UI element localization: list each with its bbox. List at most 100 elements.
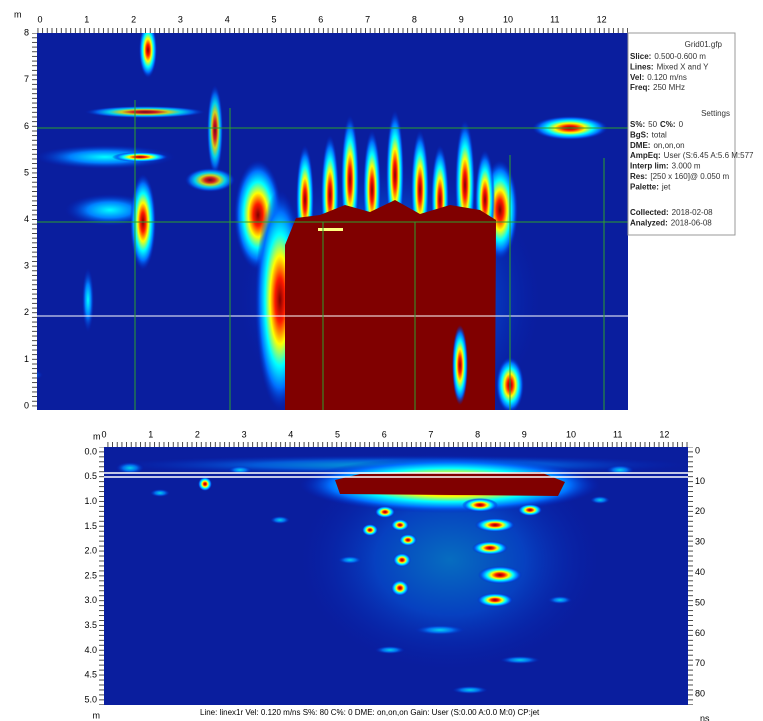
depth-tick-label: 4.5	[84, 670, 97, 680]
screen: m Grid01.gfp Settings Slice:0.500-0.600 …	[0, 0, 763, 721]
info-line: Collected:2018-02-08	[630, 208, 713, 217]
info-value: on,on,on	[653, 141, 684, 150]
x-tick-label: 1	[148, 429, 153, 439]
tick-strip	[688, 447, 693, 705]
y-tick-label: 5	[24, 167, 29, 177]
file-name: Grid01.gfp	[685, 40, 723, 49]
profile-image	[104, 447, 690, 705]
info-value: 0.500-0.600 m	[654, 52, 706, 61]
tick-strip	[99, 447, 104, 705]
info-line: Vel:0.120 m/ns	[630, 73, 687, 82]
unit-label: m	[93, 431, 101, 441]
time-tick-label: 40	[695, 567, 705, 577]
y-tick-label: 3	[24, 261, 29, 271]
x-tick-label: 3	[242, 429, 247, 439]
depth-tick-label: 0.5	[84, 471, 97, 481]
info-label: Collected:	[630, 208, 669, 217]
info-label: Res:	[630, 172, 647, 181]
info-line: Analyzed:2018-06-08	[630, 219, 712, 228]
info-line: Lines:Mixed X and Y	[630, 63, 709, 72]
info-value: 2018-02-08	[672, 208, 713, 217]
x-tick-label: 12	[659, 429, 669, 439]
info-label: Analyzed:	[630, 219, 668, 228]
info-panel: Grid01.gfp Settings Slice:0.500-0.600 mL…	[628, 33, 754, 235]
x-tick-label: 6	[318, 14, 323, 24]
info-value: total	[652, 131, 667, 140]
tick-strip	[37, 28, 628, 33]
time-tick-label: 30	[695, 537, 705, 547]
time-tick-label: 70	[695, 658, 705, 668]
info-value: jet	[661, 183, 671, 192]
info-label: C%:	[660, 120, 676, 129]
info-label: AmpEq:	[630, 151, 661, 160]
y-tick-label: 2	[24, 307, 29, 317]
slice-image	[7, 22, 628, 440]
info-value: 250 MHz	[653, 83, 685, 92]
x-tick-label: 5	[271, 14, 276, 24]
time-tick-label: 10	[695, 476, 705, 486]
depth-tick-label: 5.0	[84, 694, 97, 704]
y-tick-label: 8	[24, 28, 29, 38]
unit-label: ns	[700, 713, 710, 721]
time-tick-label: 0	[695, 445, 700, 455]
info-line: AmpEq:User (S:6.45 A:5.6 M:577	[630, 151, 754, 160]
time-tick-label: 20	[695, 506, 705, 516]
unit-label: m	[93, 710, 101, 720]
x-tick-label: 2	[131, 14, 136, 24]
x-tick-label: 4	[225, 14, 230, 24]
info-label: Slice:	[630, 52, 651, 61]
unit-label: m	[14, 9, 22, 19]
info-value: 2018-06-08	[671, 219, 712, 228]
section-title: Settings	[701, 109, 730, 118]
y-tick-label: 1	[24, 354, 29, 364]
depth-tick-label: 1.0	[84, 496, 97, 506]
time-tick-label: 80	[695, 689, 705, 699]
info-label: Palette:	[630, 183, 659, 192]
info-line: DME:on,on,on	[630, 141, 685, 150]
info-label: Freq:	[630, 83, 650, 92]
info-value: User (S:6.45 A:5.6 M:577	[664, 151, 754, 160]
depth-tick-label: 2.0	[84, 546, 97, 556]
y-tick-label: 0	[24, 400, 29, 410]
tick-strip	[32, 33, 37, 410]
info-label: Lines:	[630, 63, 654, 72]
x-tick-label: 10	[566, 429, 576, 439]
info-label: Vel:	[630, 73, 644, 82]
depth-tick-label: 3.5	[84, 620, 97, 630]
info-line: Palette:jet	[630, 183, 671, 192]
depth-tick-label: 4.0	[84, 645, 97, 655]
x-tick-label: 5	[335, 429, 340, 439]
x-tick-label: 10	[503, 14, 513, 24]
info-label: BgS:	[630, 131, 649, 140]
info-value: 50	[648, 120, 657, 129]
info-value: 0.120 m/ns	[647, 73, 687, 82]
x-tick-label: 0	[101, 429, 106, 439]
x-tick-label: 3	[178, 14, 183, 24]
info-value: Mixed X and Y	[657, 63, 710, 72]
x-tick-label: 11	[550, 14, 559, 24]
x-tick-label: 1	[84, 14, 89, 24]
info-line: Res:[250 x 160]@ 0.050 m	[630, 172, 730, 181]
caption: Line: linex1r Vel: 0.120 m/ns S%: 80 C%:…	[200, 708, 540, 717]
depth-tick-label: 1.5	[84, 521, 97, 531]
time-tick-label: 50	[695, 597, 705, 607]
info-label: S%:	[630, 120, 645, 129]
x-tick-label: 4	[288, 429, 293, 439]
tick-strip	[104, 442, 688, 447]
info-value: 3.000 m	[672, 162, 701, 171]
info-line: BgS:total	[630, 131, 667, 140]
x-tick-label: 11	[613, 429, 622, 439]
time-tick-label: 60	[695, 628, 705, 638]
x-tick-label: 7	[428, 429, 433, 439]
depth-tick-label: 3.0	[84, 595, 97, 605]
y-tick-label: 6	[24, 121, 29, 131]
info-label: Interp lim:	[630, 162, 669, 171]
depth-tick-label: 2.5	[84, 570, 97, 580]
depth-tick-label: 0.0	[84, 446, 97, 456]
x-tick-label: 7	[365, 14, 370, 24]
info-value: 0	[679, 120, 684, 129]
x-tick-label: 8	[475, 429, 480, 439]
page: {"top_view":{"unit":"m","x_ticks":["0","…	[0, 0, 763, 721]
x-tick-label: 6	[382, 429, 387, 439]
